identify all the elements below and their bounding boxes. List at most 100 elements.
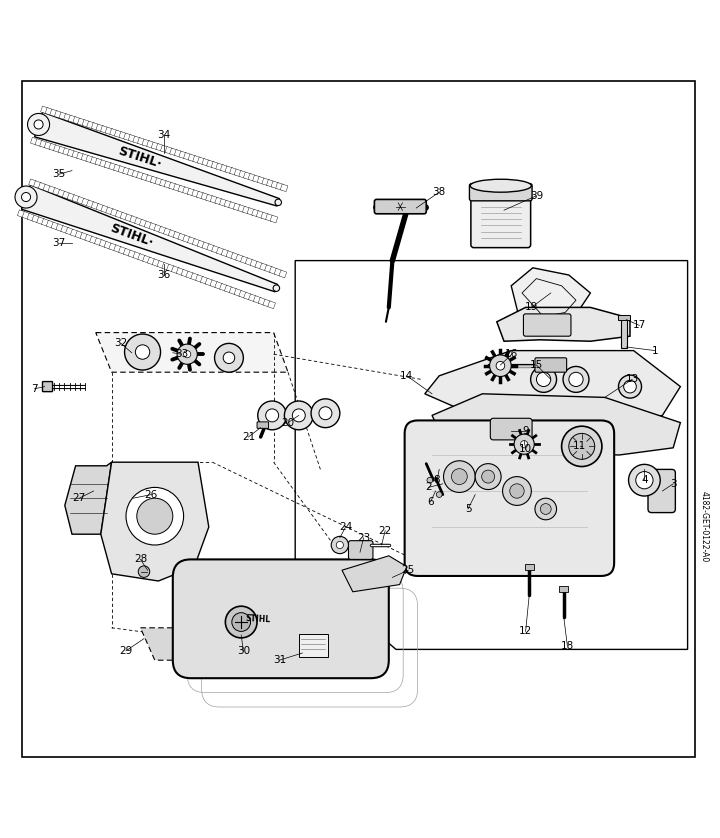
Bar xyxy=(174,149,182,158)
Bar xyxy=(225,285,232,293)
Bar xyxy=(46,220,54,228)
Bar xyxy=(256,210,264,219)
Bar xyxy=(91,202,99,210)
Bar xyxy=(269,266,277,274)
Bar xyxy=(166,264,174,272)
Bar xyxy=(280,184,288,192)
Bar xyxy=(215,197,222,204)
Circle shape xyxy=(496,361,505,370)
Bar xyxy=(266,214,273,221)
FancyBboxPatch shape xyxy=(535,358,567,372)
Bar xyxy=(50,109,58,116)
Bar xyxy=(193,156,200,163)
Bar xyxy=(45,107,53,116)
Circle shape xyxy=(521,441,528,447)
Bar xyxy=(243,292,251,300)
Bar xyxy=(37,217,45,225)
Bar xyxy=(66,227,73,235)
Bar xyxy=(268,301,276,308)
Bar xyxy=(132,136,140,143)
Bar xyxy=(257,177,265,184)
Bar xyxy=(230,168,237,175)
Bar xyxy=(160,179,167,187)
Bar xyxy=(225,166,233,173)
Text: 20: 20 xyxy=(282,417,294,427)
Polygon shape xyxy=(432,394,680,455)
Bar xyxy=(142,139,150,147)
Bar xyxy=(559,586,568,592)
Bar xyxy=(247,208,255,215)
Bar xyxy=(43,184,51,192)
Text: 32: 32 xyxy=(114,339,127,349)
Bar xyxy=(73,116,81,124)
Text: 38: 38 xyxy=(433,187,446,197)
Bar xyxy=(81,199,89,206)
Bar xyxy=(165,147,173,154)
Bar xyxy=(99,240,107,247)
Bar xyxy=(58,189,66,197)
FancyBboxPatch shape xyxy=(42,381,53,391)
Circle shape xyxy=(336,541,343,549)
Circle shape xyxy=(531,366,557,392)
Bar xyxy=(137,172,144,179)
FancyBboxPatch shape xyxy=(469,184,532,201)
Bar xyxy=(109,163,117,170)
Bar xyxy=(179,151,186,158)
Bar xyxy=(35,139,42,147)
Bar xyxy=(75,230,83,239)
Bar xyxy=(238,204,246,212)
Bar xyxy=(140,220,147,227)
Bar xyxy=(178,233,186,241)
Text: 30: 30 xyxy=(237,646,250,656)
Bar xyxy=(96,204,104,211)
Bar xyxy=(110,209,118,216)
Bar xyxy=(138,137,145,145)
Bar xyxy=(262,178,269,186)
Bar xyxy=(183,235,190,243)
Bar xyxy=(125,214,132,222)
Text: STIHL·: STIHL· xyxy=(116,144,163,170)
Bar xyxy=(114,164,121,172)
Bar xyxy=(239,291,246,298)
Bar xyxy=(78,118,85,126)
Text: 36: 36 xyxy=(158,270,171,280)
Polygon shape xyxy=(511,268,590,322)
Bar xyxy=(176,267,184,276)
Bar xyxy=(94,238,102,246)
Circle shape xyxy=(177,344,197,365)
Bar xyxy=(91,157,98,164)
Bar xyxy=(621,318,627,349)
Bar xyxy=(196,275,203,282)
Bar xyxy=(163,228,171,235)
Circle shape xyxy=(311,399,340,427)
Bar xyxy=(270,215,278,223)
Bar xyxy=(85,235,93,242)
Circle shape xyxy=(503,477,531,505)
Text: 1: 1 xyxy=(652,345,659,355)
Bar xyxy=(197,157,205,164)
Bar xyxy=(186,272,194,279)
Bar xyxy=(22,211,30,220)
Bar xyxy=(120,212,128,220)
Text: 28: 28 xyxy=(134,555,147,565)
Text: 5: 5 xyxy=(464,504,472,514)
Bar xyxy=(197,241,205,248)
Polygon shape xyxy=(140,628,302,660)
Bar xyxy=(174,184,181,191)
FancyBboxPatch shape xyxy=(257,422,269,428)
Bar xyxy=(205,278,213,286)
FancyBboxPatch shape xyxy=(348,541,373,560)
Text: 33: 33 xyxy=(175,349,188,360)
Circle shape xyxy=(137,499,173,534)
Bar xyxy=(127,168,135,177)
Bar xyxy=(128,250,136,258)
Bar xyxy=(187,189,195,196)
Bar xyxy=(240,256,248,264)
Bar xyxy=(86,155,94,163)
Bar xyxy=(42,219,49,226)
Circle shape xyxy=(629,464,660,496)
Bar xyxy=(252,210,259,217)
Bar xyxy=(30,137,38,145)
Text: 29: 29 xyxy=(120,646,132,656)
Text: 27: 27 xyxy=(73,494,86,503)
